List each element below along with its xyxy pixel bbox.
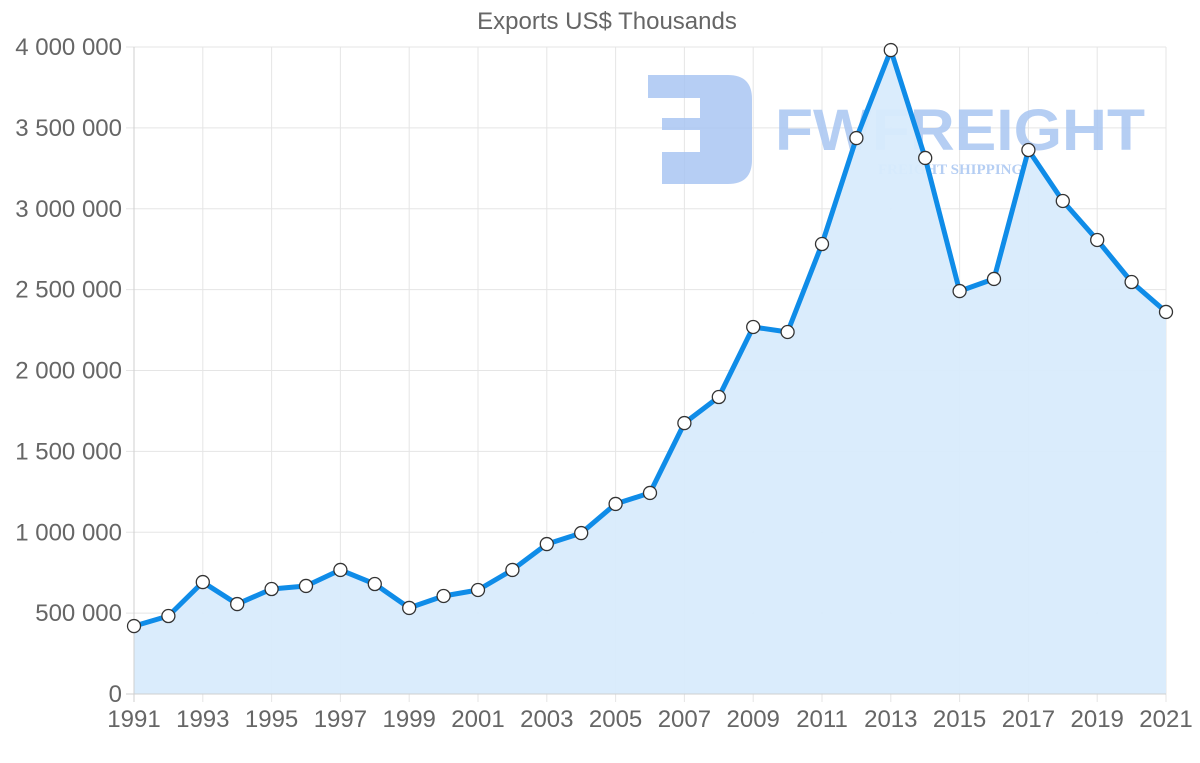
data-point-2008[interactable] xyxy=(711,389,726,405)
x-tick-label: 1991 xyxy=(107,706,160,733)
data-point-2020[interactable] xyxy=(1124,274,1139,290)
y-tick-label: 1 500 000 xyxy=(15,438,122,465)
watermark-logo: FWFREIGHT FREIGHT SHIPPING xyxy=(648,75,1145,184)
x-tick-label: 2011 xyxy=(796,706,848,733)
data-point-2006[interactable] xyxy=(642,485,658,501)
data-point-2014[interactable] xyxy=(918,150,933,166)
data-point-2001[interactable] xyxy=(470,582,486,598)
x-tick-label: 2009 xyxy=(727,706,780,733)
data-point-2010[interactable] xyxy=(780,324,795,340)
x-tick-label: 1995 xyxy=(245,706,298,733)
y-tick-label: 2 000 000 xyxy=(15,358,122,385)
y-tick-label: 0 xyxy=(109,681,122,708)
x-tick-label: 2017 xyxy=(1002,706,1055,733)
data-point-2019[interactable] xyxy=(1090,232,1105,248)
x-tick-label: 2007 xyxy=(658,706,711,733)
data-point-1996[interactable] xyxy=(298,578,314,594)
data-point-2016[interactable] xyxy=(986,271,1002,287)
data-point-2017[interactable] xyxy=(1021,142,1036,158)
y-tick-label: 4 000 000 xyxy=(15,34,122,61)
data-point-2018[interactable] xyxy=(1055,193,1070,209)
y-axis-labels: 0 500 000 1 000 000 1 500 000 2 000 000 2 500… xyxy=(15,34,122,708)
x-tick-label: 2019 xyxy=(1071,706,1124,733)
y-tick-label: 1 000 000 xyxy=(15,519,122,546)
data-point-1994[interactable] xyxy=(230,596,245,612)
x-tick-label: 1993 xyxy=(176,706,229,733)
y-tick-label: 2 500 000 xyxy=(15,277,122,304)
data-point-2007[interactable] xyxy=(677,415,692,431)
x-tick-label: 1999 xyxy=(383,706,436,733)
data-point-2012[interactable] xyxy=(849,130,864,146)
y-tick-label: 3 500 000 xyxy=(15,115,122,142)
data-point-2002[interactable] xyxy=(505,562,520,578)
x-tick-label: 2001 xyxy=(451,706,504,733)
data-point-2011[interactable] xyxy=(814,236,830,252)
axes xyxy=(126,47,1166,702)
x-tick-label: 2015 xyxy=(933,706,986,733)
data-point-2005[interactable] xyxy=(608,496,623,512)
y-tick-label: 3 000 000 xyxy=(15,196,122,223)
data-point-2003[interactable] xyxy=(539,536,554,552)
data-point-2004[interactable] xyxy=(574,525,589,541)
x-tick-label: 2021 xyxy=(1139,706,1192,733)
data-point-1997[interactable] xyxy=(333,562,348,578)
data-point-1998[interactable] xyxy=(367,576,382,592)
data-point-2013[interactable] xyxy=(883,42,898,58)
x-tick-label: 2013 xyxy=(864,706,917,733)
data-point-2015[interactable] xyxy=(952,283,967,299)
x-tick-label: 2003 xyxy=(520,706,573,733)
data-point-2009[interactable] xyxy=(746,319,761,335)
data-point-1995[interactable] xyxy=(264,581,279,597)
data-point-1991[interactable] xyxy=(126,618,142,634)
x-tick-label: 2005 xyxy=(589,706,642,733)
fw-logo-icon xyxy=(648,75,752,184)
data-point-1993[interactable] xyxy=(195,574,210,590)
chart-title: Exports US$ Thousands xyxy=(477,8,737,35)
x-axis-labels: 1991 1993 1995 1997 1999 2001 2003 2005 2007 2009… xyxy=(107,706,1192,733)
data-point-2000[interactable] xyxy=(436,588,451,604)
data-point-1992[interactable] xyxy=(161,608,176,624)
watermark-brand-text: FWFREIGHT xyxy=(775,98,1145,163)
x-tick-label: 1997 xyxy=(314,706,367,733)
data-point-2021[interactable] xyxy=(1158,304,1174,320)
data-markers xyxy=(126,42,1174,634)
data-point-1999[interactable] xyxy=(402,600,417,616)
y-tick-label: 500 000 xyxy=(35,600,122,627)
area-fill xyxy=(134,50,1166,695)
